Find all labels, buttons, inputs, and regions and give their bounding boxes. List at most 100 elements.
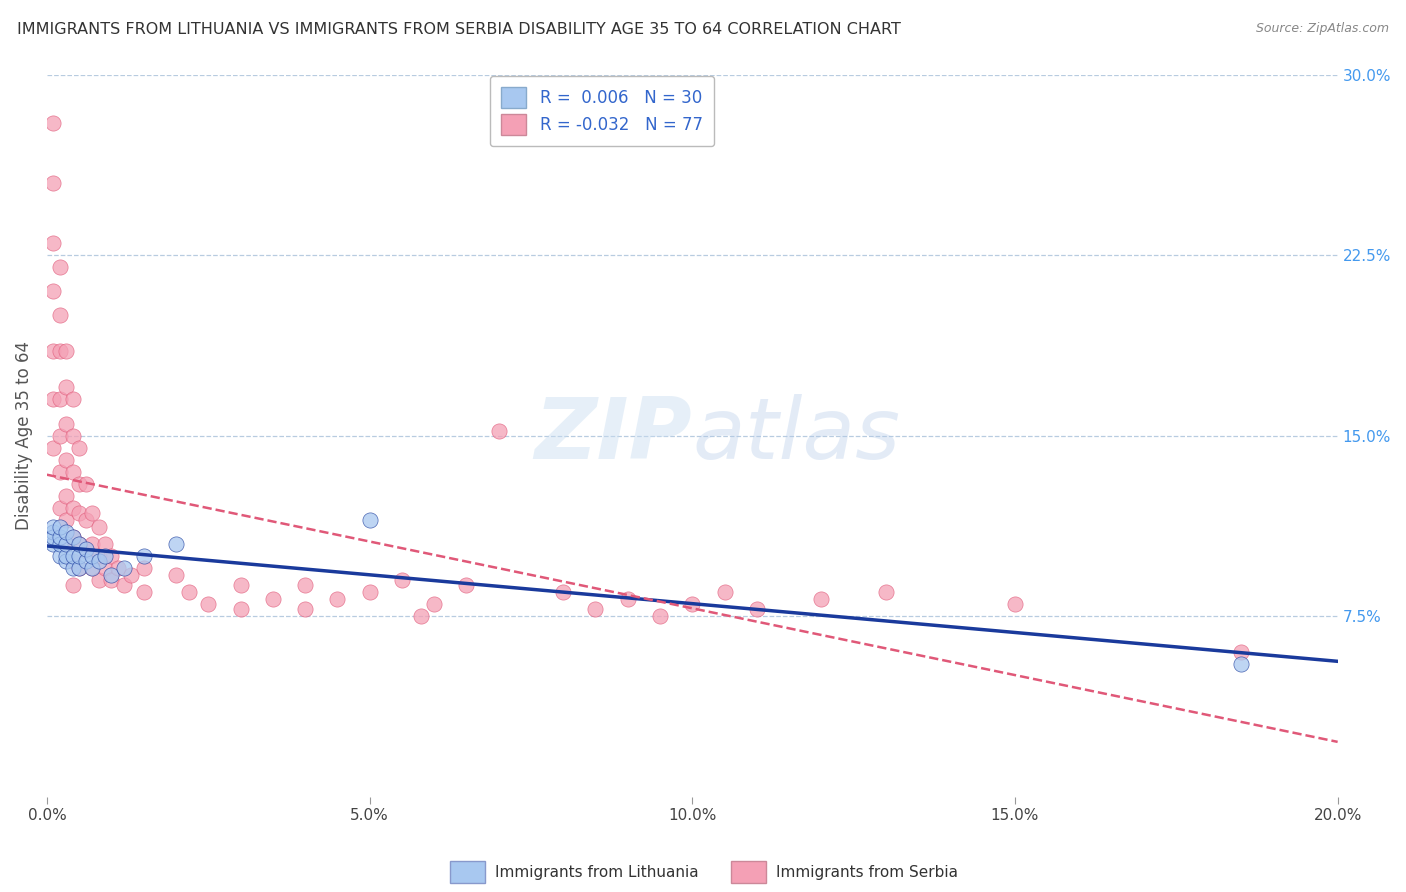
Point bbox=[55, 554, 77, 568]
Point bbox=[62, 561, 84, 575]
Point bbox=[55, 524, 77, 539]
Point bbox=[62, 530, 84, 544]
Point bbox=[80, 549, 103, 563]
Point bbox=[456, 578, 478, 592]
Point bbox=[648, 609, 671, 624]
Point bbox=[42, 537, 65, 551]
Point bbox=[62, 465, 84, 479]
Point bbox=[100, 568, 122, 582]
Point bbox=[49, 428, 72, 442]
Point bbox=[391, 573, 413, 587]
Point bbox=[75, 513, 97, 527]
Point bbox=[713, 585, 735, 599]
Point bbox=[1230, 657, 1253, 672]
Point bbox=[67, 561, 90, 575]
Point bbox=[42, 116, 65, 130]
Point bbox=[67, 476, 90, 491]
Point bbox=[681, 597, 703, 611]
Point bbox=[49, 465, 72, 479]
Point bbox=[62, 500, 84, 515]
Point bbox=[67, 506, 90, 520]
Point bbox=[229, 578, 252, 592]
Point bbox=[62, 578, 84, 592]
Point bbox=[49, 344, 72, 359]
Point bbox=[359, 585, 381, 599]
Point bbox=[49, 530, 72, 544]
Point bbox=[294, 578, 316, 592]
Point bbox=[120, 568, 142, 582]
Point bbox=[423, 597, 446, 611]
Point bbox=[55, 380, 77, 394]
Point bbox=[49, 392, 72, 407]
Point bbox=[49, 520, 72, 534]
Point bbox=[75, 541, 97, 556]
Point bbox=[585, 602, 607, 616]
Point bbox=[100, 573, 122, 587]
Point bbox=[132, 549, 155, 563]
Y-axis label: Disability Age 35 to 64: Disability Age 35 to 64 bbox=[15, 341, 32, 530]
Point bbox=[49, 537, 72, 551]
Point bbox=[67, 537, 90, 551]
Point bbox=[55, 344, 77, 359]
Point bbox=[553, 585, 575, 599]
Point bbox=[42, 344, 65, 359]
Point bbox=[62, 530, 84, 544]
Point bbox=[62, 428, 84, 442]
Point bbox=[75, 554, 97, 568]
Point bbox=[62, 392, 84, 407]
Point bbox=[55, 417, 77, 431]
Point bbox=[42, 520, 65, 534]
Point bbox=[49, 500, 72, 515]
Text: ZIP: ZIP bbox=[534, 394, 692, 477]
Point bbox=[1004, 597, 1026, 611]
Point bbox=[62, 549, 84, 563]
Point bbox=[94, 549, 117, 563]
Point bbox=[55, 549, 77, 563]
Point bbox=[177, 585, 200, 599]
Point bbox=[107, 561, 129, 575]
Point bbox=[80, 506, 103, 520]
Point bbox=[67, 561, 90, 575]
Point bbox=[488, 424, 510, 438]
Point bbox=[42, 392, 65, 407]
Point bbox=[55, 489, 77, 503]
Text: Source: ZipAtlas.com: Source: ZipAtlas.com bbox=[1256, 22, 1389, 36]
Point bbox=[87, 554, 110, 568]
Point bbox=[112, 561, 135, 575]
Point bbox=[326, 592, 349, 607]
Point bbox=[197, 597, 219, 611]
Legend: R =  0.006   N = 30, R = -0.032   N = 77: R = 0.006 N = 30, R = -0.032 N = 77 bbox=[489, 76, 714, 146]
Point bbox=[67, 441, 90, 455]
Point bbox=[112, 578, 135, 592]
Point bbox=[94, 537, 117, 551]
Point bbox=[55, 513, 77, 527]
Point bbox=[359, 513, 381, 527]
Point bbox=[262, 592, 284, 607]
Point bbox=[75, 476, 97, 491]
Point bbox=[411, 609, 433, 624]
Point bbox=[49, 308, 72, 322]
Point bbox=[229, 602, 252, 616]
Text: Immigrants from Lithuania: Immigrants from Lithuania bbox=[495, 865, 699, 880]
Point bbox=[42, 284, 65, 298]
Point bbox=[132, 585, 155, 599]
Point bbox=[1230, 645, 1253, 659]
Point bbox=[80, 561, 103, 575]
Point bbox=[55, 452, 77, 467]
Point bbox=[132, 561, 155, 575]
Point bbox=[87, 573, 110, 587]
Text: IMMIGRANTS FROM LITHUANIA VS IMMIGRANTS FROM SERBIA DISABILITY AGE 35 TO 64 CORR: IMMIGRANTS FROM LITHUANIA VS IMMIGRANTS … bbox=[17, 22, 901, 37]
Point bbox=[745, 602, 768, 616]
Point bbox=[42, 235, 65, 250]
Point bbox=[75, 544, 97, 558]
Point bbox=[49, 260, 72, 274]
Point bbox=[94, 561, 117, 575]
Point bbox=[87, 520, 110, 534]
Point bbox=[67, 549, 90, 563]
Text: Immigrants from Serbia: Immigrants from Serbia bbox=[776, 865, 957, 880]
Point bbox=[165, 568, 187, 582]
Point bbox=[42, 176, 65, 190]
Point bbox=[49, 549, 72, 563]
Point bbox=[810, 592, 832, 607]
Point bbox=[165, 537, 187, 551]
